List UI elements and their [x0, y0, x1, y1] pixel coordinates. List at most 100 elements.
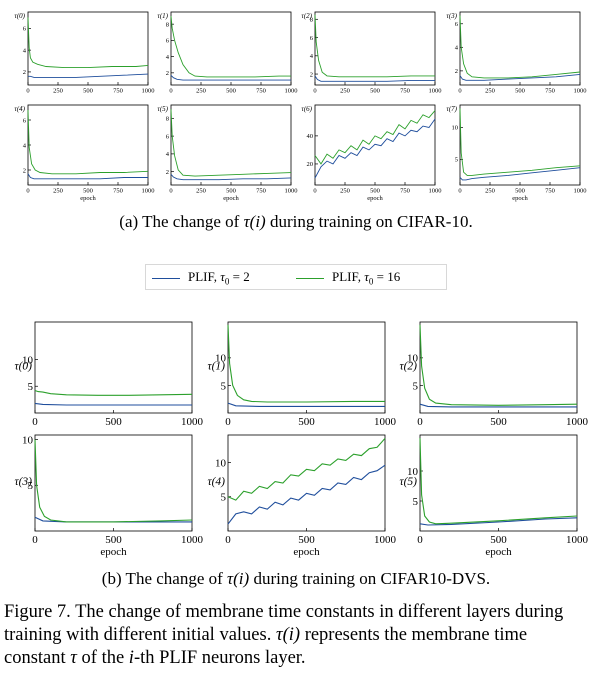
- axis-title: τ(4): [207, 476, 225, 488]
- plot-frame: [314, 104, 436, 186]
- x-tick-label: 0: [313, 188, 316, 195]
- plot-frame: [227, 321, 386, 414]
- y-tick-label: 10: [407, 466, 419, 478]
- axis-title: τ(4): [14, 105, 25, 113]
- x-tick-label: 500: [83, 188, 93, 195]
- y-tick-label: 5: [455, 157, 458, 164]
- x-tick-label: 0: [225, 416, 231, 428]
- x-tick-label: 1000: [374, 534, 397, 546]
- subcaption-b: (b) The change of τ(i) during training o…: [0, 569, 592, 589]
- legend-swatch-tau16: [296, 277, 324, 279]
- x-tick-label: 250: [53, 88, 63, 95]
- series-line-tau16: [314, 110, 436, 165]
- series-line-tau2: [27, 173, 148, 180]
- y-tick-label: 5: [221, 380, 227, 392]
- series-line-tau2: [314, 118, 436, 179]
- x-tick-label: 0: [458, 88, 461, 95]
- x-axis-label: epoch: [367, 195, 383, 202]
- x-tick-label: 0: [417, 534, 423, 546]
- axis-title: τ(5): [399, 476, 417, 488]
- y-tick-label: 2: [23, 69, 26, 76]
- x-tick-label: 0: [225, 534, 231, 546]
- y-tick-label: 4: [310, 53, 314, 60]
- y-tick-label: 2: [455, 68, 458, 75]
- x-tick-label: 250: [196, 88, 206, 95]
- y-tick-label: 2: [310, 71, 313, 78]
- x-tick-label: 1000: [429, 88, 442, 95]
- figure-caption-part2: represents the membrane time constant: [4, 625, 528, 668]
- plot-frame: [170, 11, 292, 86]
- series-line-tau16: [459, 15, 581, 79]
- x-tick-label: 0: [169, 88, 172, 95]
- chart-panel-2: 0 250 500 750 1000 2 4 6 8τ(2): [301, 11, 442, 95]
- chart-panel-12: 0 500 1000 5 10 τ(4) epoch: [207, 434, 397, 558]
- x-tick-label: 500: [226, 88, 236, 95]
- x-tick-label: 1000: [181, 416, 204, 428]
- x-tick-label: 1000: [285, 88, 298, 95]
- axis-title: τ(0): [14, 360, 32, 372]
- y-tick-label: 4: [166, 151, 170, 158]
- subcaption-a-symbol: τ(i): [243, 212, 266, 231]
- legend: PLIF, τ0 = 2 PLIF, τ0 = 16: [145, 264, 447, 290]
- subcaption-a-prefix: (a) The change of: [119, 212, 244, 231]
- series-line-tau2: [419, 517, 578, 526]
- y-tick-label: 5: [413, 380, 419, 392]
- series-line-tau16: [227, 438, 386, 501]
- x-axis-label: epoch: [80, 195, 96, 202]
- x-tick-label: 500: [370, 88, 380, 95]
- x-tick-label: 750: [256, 188, 266, 195]
- series-line-tau16: [314, 14, 435, 78]
- series-line-tau2: [170, 74, 291, 81]
- series-line-tau16: [34, 439, 193, 523]
- legend-label-rest: = 16: [373, 269, 401, 284]
- plot-frame: [227, 434, 386, 532]
- y-tick-label: 20: [307, 161, 314, 168]
- x-tick-label: 250: [485, 88, 495, 95]
- x-tick-label: 1000: [374, 416, 397, 428]
- series-line-tau16: [459, 108, 581, 176]
- x-tick-label: 500: [515, 88, 525, 95]
- y-tick-label: 4: [455, 45, 459, 52]
- y-tick-label: 10: [215, 457, 227, 469]
- x-tick-label: 750: [113, 88, 123, 95]
- x-tick-label: 0: [26, 188, 29, 195]
- x-tick-label: 750: [400, 88, 410, 95]
- x-tick-label: 750: [545, 88, 555, 95]
- x-tick-label: 250: [340, 88, 350, 95]
- x-tick-label: 0: [32, 534, 38, 546]
- legend-label-prefix: PLIF,: [332, 269, 365, 284]
- y-tick-label: 2: [166, 169, 169, 176]
- x-tick-label: 0: [26, 88, 29, 95]
- x-tick-label: 500: [105, 534, 122, 546]
- subcaption-b-suffix: during training on CIFAR10-DVS.: [249, 569, 491, 588]
- x-tick-label: 500: [105, 416, 122, 428]
- series-line-tau16: [27, 109, 149, 175]
- legend-label-symbol: τ: [220, 269, 225, 284]
- axis-title: τ(2): [301, 12, 312, 20]
- chart-panel-1: 0 250 500 750 1000 2 4 6 8τ(1): [157, 11, 298, 95]
- x-tick-label: 500: [83, 88, 93, 95]
- x-tick-label: 250: [340, 188, 350, 195]
- x-tick-label: 500: [490, 534, 507, 546]
- subcaption-b-symbol: τ(i): [227, 569, 250, 588]
- x-tick-label: 1000: [574, 188, 587, 195]
- x-tick-label: 750: [400, 188, 410, 195]
- x-tick-label: 1000: [142, 188, 155, 195]
- x-tick-label: 1000: [429, 188, 442, 195]
- x-tick-label: 1000: [285, 188, 298, 195]
- x-tick-label: 0: [458, 188, 461, 195]
- chart-panel-5: 0 250 500 750 1000 2 4 6 8 τ(5) epoch: [157, 104, 298, 202]
- chart-panel-4: 0 250 500 750 1000 2 4 6 τ(4) epoch: [14, 104, 155, 202]
- axis-title: τ(2): [399, 360, 417, 372]
- chart-panel-3: 0 250 500 750 1000 2 4 6τ(3): [446, 11, 587, 95]
- axis-title: τ(3): [446, 12, 457, 20]
- series-line-tau16: [170, 16, 291, 78]
- axis-title: τ(5): [157, 105, 168, 113]
- x-tick-label: 1000: [566, 416, 589, 428]
- figure-caption: Figure 7. The change of membrane time co…: [4, 601, 590, 670]
- axis-title: τ(3): [14, 476, 32, 488]
- plot-frame: [27, 11, 149, 86]
- y-tick-label: 2: [23, 167, 26, 174]
- series-line-tau2: [227, 464, 386, 525]
